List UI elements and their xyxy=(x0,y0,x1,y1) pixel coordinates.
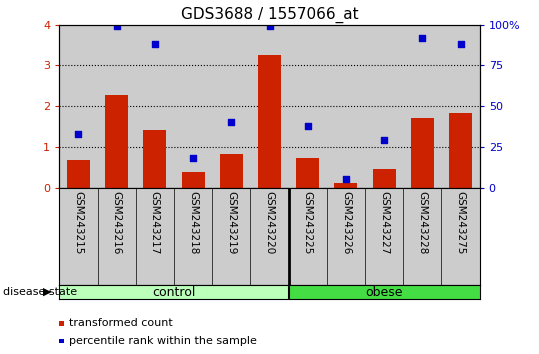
Bar xyxy=(220,154,243,188)
Point xyxy=(380,138,389,143)
Text: GSM243227: GSM243227 xyxy=(379,190,389,254)
Point xyxy=(342,177,350,182)
Point xyxy=(74,131,82,137)
Text: GSM243216: GSM243216 xyxy=(112,190,122,254)
Text: disease state: disease state xyxy=(3,287,77,297)
Text: control: control xyxy=(152,286,196,298)
Text: obese: obese xyxy=(365,286,403,298)
Bar xyxy=(105,95,128,188)
Point xyxy=(150,41,159,47)
Bar xyxy=(372,169,396,188)
Bar xyxy=(143,130,167,188)
Text: GSM243217: GSM243217 xyxy=(150,190,160,254)
Text: GSM243228: GSM243228 xyxy=(417,190,427,254)
Point xyxy=(418,35,427,41)
Bar xyxy=(258,55,281,188)
Bar xyxy=(296,158,319,188)
Point xyxy=(189,155,197,161)
Text: GSM243220: GSM243220 xyxy=(265,190,274,254)
Text: GSM243226: GSM243226 xyxy=(341,190,351,254)
Bar xyxy=(67,160,90,188)
Bar xyxy=(449,113,472,188)
Title: GDS3688 / 1557066_at: GDS3688 / 1557066_at xyxy=(181,7,358,23)
Point xyxy=(265,24,274,29)
Text: transformed count: transformed count xyxy=(69,318,172,328)
Text: GSM243215: GSM243215 xyxy=(73,190,84,254)
Point xyxy=(457,41,465,47)
Text: GSM243225: GSM243225 xyxy=(303,190,313,254)
Bar xyxy=(59,285,288,299)
Bar xyxy=(182,172,204,188)
Text: ▶: ▶ xyxy=(43,287,51,297)
Bar xyxy=(411,118,434,188)
Text: GSM243218: GSM243218 xyxy=(188,190,198,254)
Text: GSM243219: GSM243219 xyxy=(226,190,236,254)
Point xyxy=(303,123,312,129)
Bar xyxy=(335,183,357,188)
Text: percentile rank within the sample: percentile rank within the sample xyxy=(69,336,257,346)
Text: GSM243275: GSM243275 xyxy=(455,190,466,254)
Bar xyxy=(288,285,480,299)
Point xyxy=(112,24,121,29)
Point xyxy=(227,120,236,125)
